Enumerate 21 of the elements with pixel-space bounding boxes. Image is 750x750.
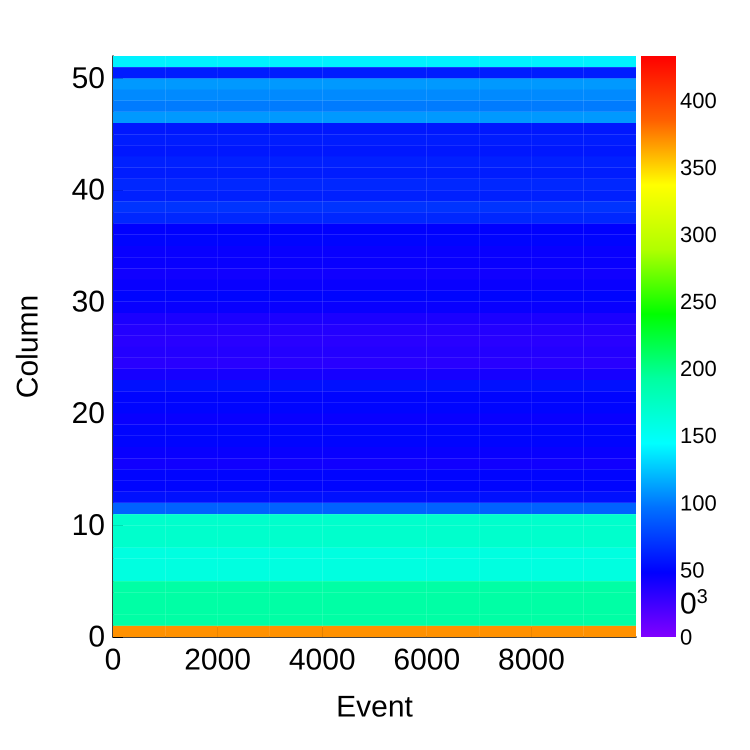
- color-bar-label: 150: [680, 423, 717, 448]
- x-tick-label: 6000: [393, 644, 460, 676]
- y-tick-label: 30: [72, 285, 105, 318]
- color-bar-label: 250: [680, 289, 717, 314]
- x-axis-title: Event: [336, 690, 414, 724]
- x-tick-label: 8000: [498, 644, 565, 676]
- color-bar-label: 100: [680, 490, 717, 516]
- y-tick-label: 20: [72, 397, 105, 430]
- y-tick-label: 0: [88, 620, 105, 654]
- y-tick-label: 50: [72, 62, 105, 95]
- x-tick-label: 2000: [184, 644, 251, 676]
- color-bar-label: 50: [680, 557, 704, 582]
- color-bar-label: 400: [680, 88, 717, 113]
- color-bar-label: 0: [680, 624, 692, 650]
- y-tick-label: 10: [72, 508, 105, 542]
- y-axis-title: Column: [12, 294, 44, 398]
- y-tick-label: 40: [72, 174, 105, 207]
- x-tick-label: 4000: [288, 644, 356, 676]
- color-bar-label: 300: [680, 222, 717, 247]
- color-bar-label: 200: [680, 356, 717, 382]
- color-bar-label: 350: [680, 154, 717, 180]
